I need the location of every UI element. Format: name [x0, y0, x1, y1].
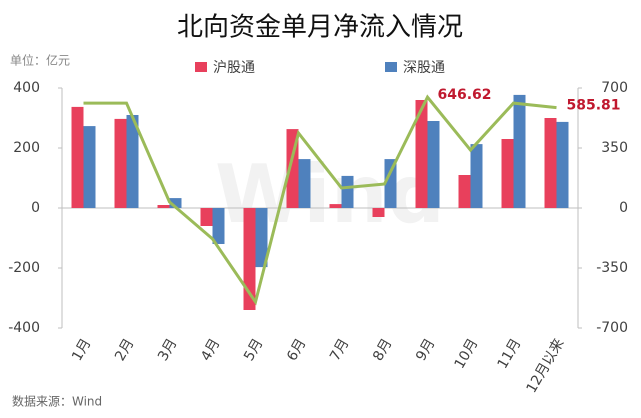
data-label: 585.81	[567, 98, 621, 114]
bar	[298, 159, 311, 208]
y-tick-label: 400	[13, 80, 40, 96]
bar	[415, 100, 428, 208]
x-tick-label: 11月	[495, 336, 525, 372]
x-tick-label: 1月	[69, 336, 94, 364]
bar	[126, 115, 139, 208]
bar	[341, 175, 354, 208]
line-series	[83, 94, 557, 306]
y2-tick-label: -700	[596, 320, 628, 336]
bar	[71, 106, 84, 208]
x-tick-label: 4月	[198, 336, 223, 364]
bar	[329, 204, 342, 208]
legend-swatch	[195, 62, 207, 72]
y2-tick-label: -350	[596, 260, 628, 276]
bar	[427, 121, 440, 208]
x-tick-label: 12月以来	[524, 336, 568, 396]
bar	[501, 139, 514, 208]
legend-label: 沪股通	[213, 60, 255, 76]
x-tick-label: 3月	[155, 336, 180, 364]
bar	[212, 208, 225, 244]
x-tick-label: 7月	[327, 336, 352, 364]
legend-label: 深股通	[403, 60, 445, 76]
x-tick-label: 8月	[370, 336, 395, 364]
x-tick-label: 9月	[413, 336, 438, 364]
y-tick-label: 0	[31, 200, 40, 216]
y-tick-label: -200	[8, 260, 40, 276]
y2-tick-label: 700	[601, 80, 628, 96]
bar	[157, 205, 170, 208]
bar	[243, 208, 256, 310]
chart-title: 北向资金单月净流入情况	[177, 13, 463, 43]
bar	[255, 208, 268, 268]
x-tick-label: 2月	[112, 336, 137, 364]
bar	[372, 208, 385, 217]
x-tick-label: 6月	[284, 336, 309, 364]
x-tick-label: 10月	[452, 336, 482, 372]
bar	[470, 144, 483, 208]
bar	[200, 208, 213, 226]
y-tick-label: -400	[8, 320, 40, 336]
bar	[513, 94, 526, 208]
source-note: 数据来源：Wind	[12, 394, 102, 409]
bar	[83, 126, 96, 208]
y-tick-label: 200	[13, 140, 40, 156]
legend-swatch	[385, 62, 397, 72]
y2-tick-label: 350	[601, 140, 628, 156]
bar	[169, 198, 182, 208]
bar	[556, 121, 569, 208]
bar	[114, 118, 127, 208]
y2-tick-label: 0	[619, 200, 628, 216]
bar	[384, 159, 397, 208]
bar	[458, 175, 471, 208]
bar	[544, 118, 557, 208]
unit-label: 单位：亿元	[10, 53, 70, 68]
data-label: 646.62	[438, 87, 492, 103]
x-tick-label: 5月	[241, 336, 266, 364]
